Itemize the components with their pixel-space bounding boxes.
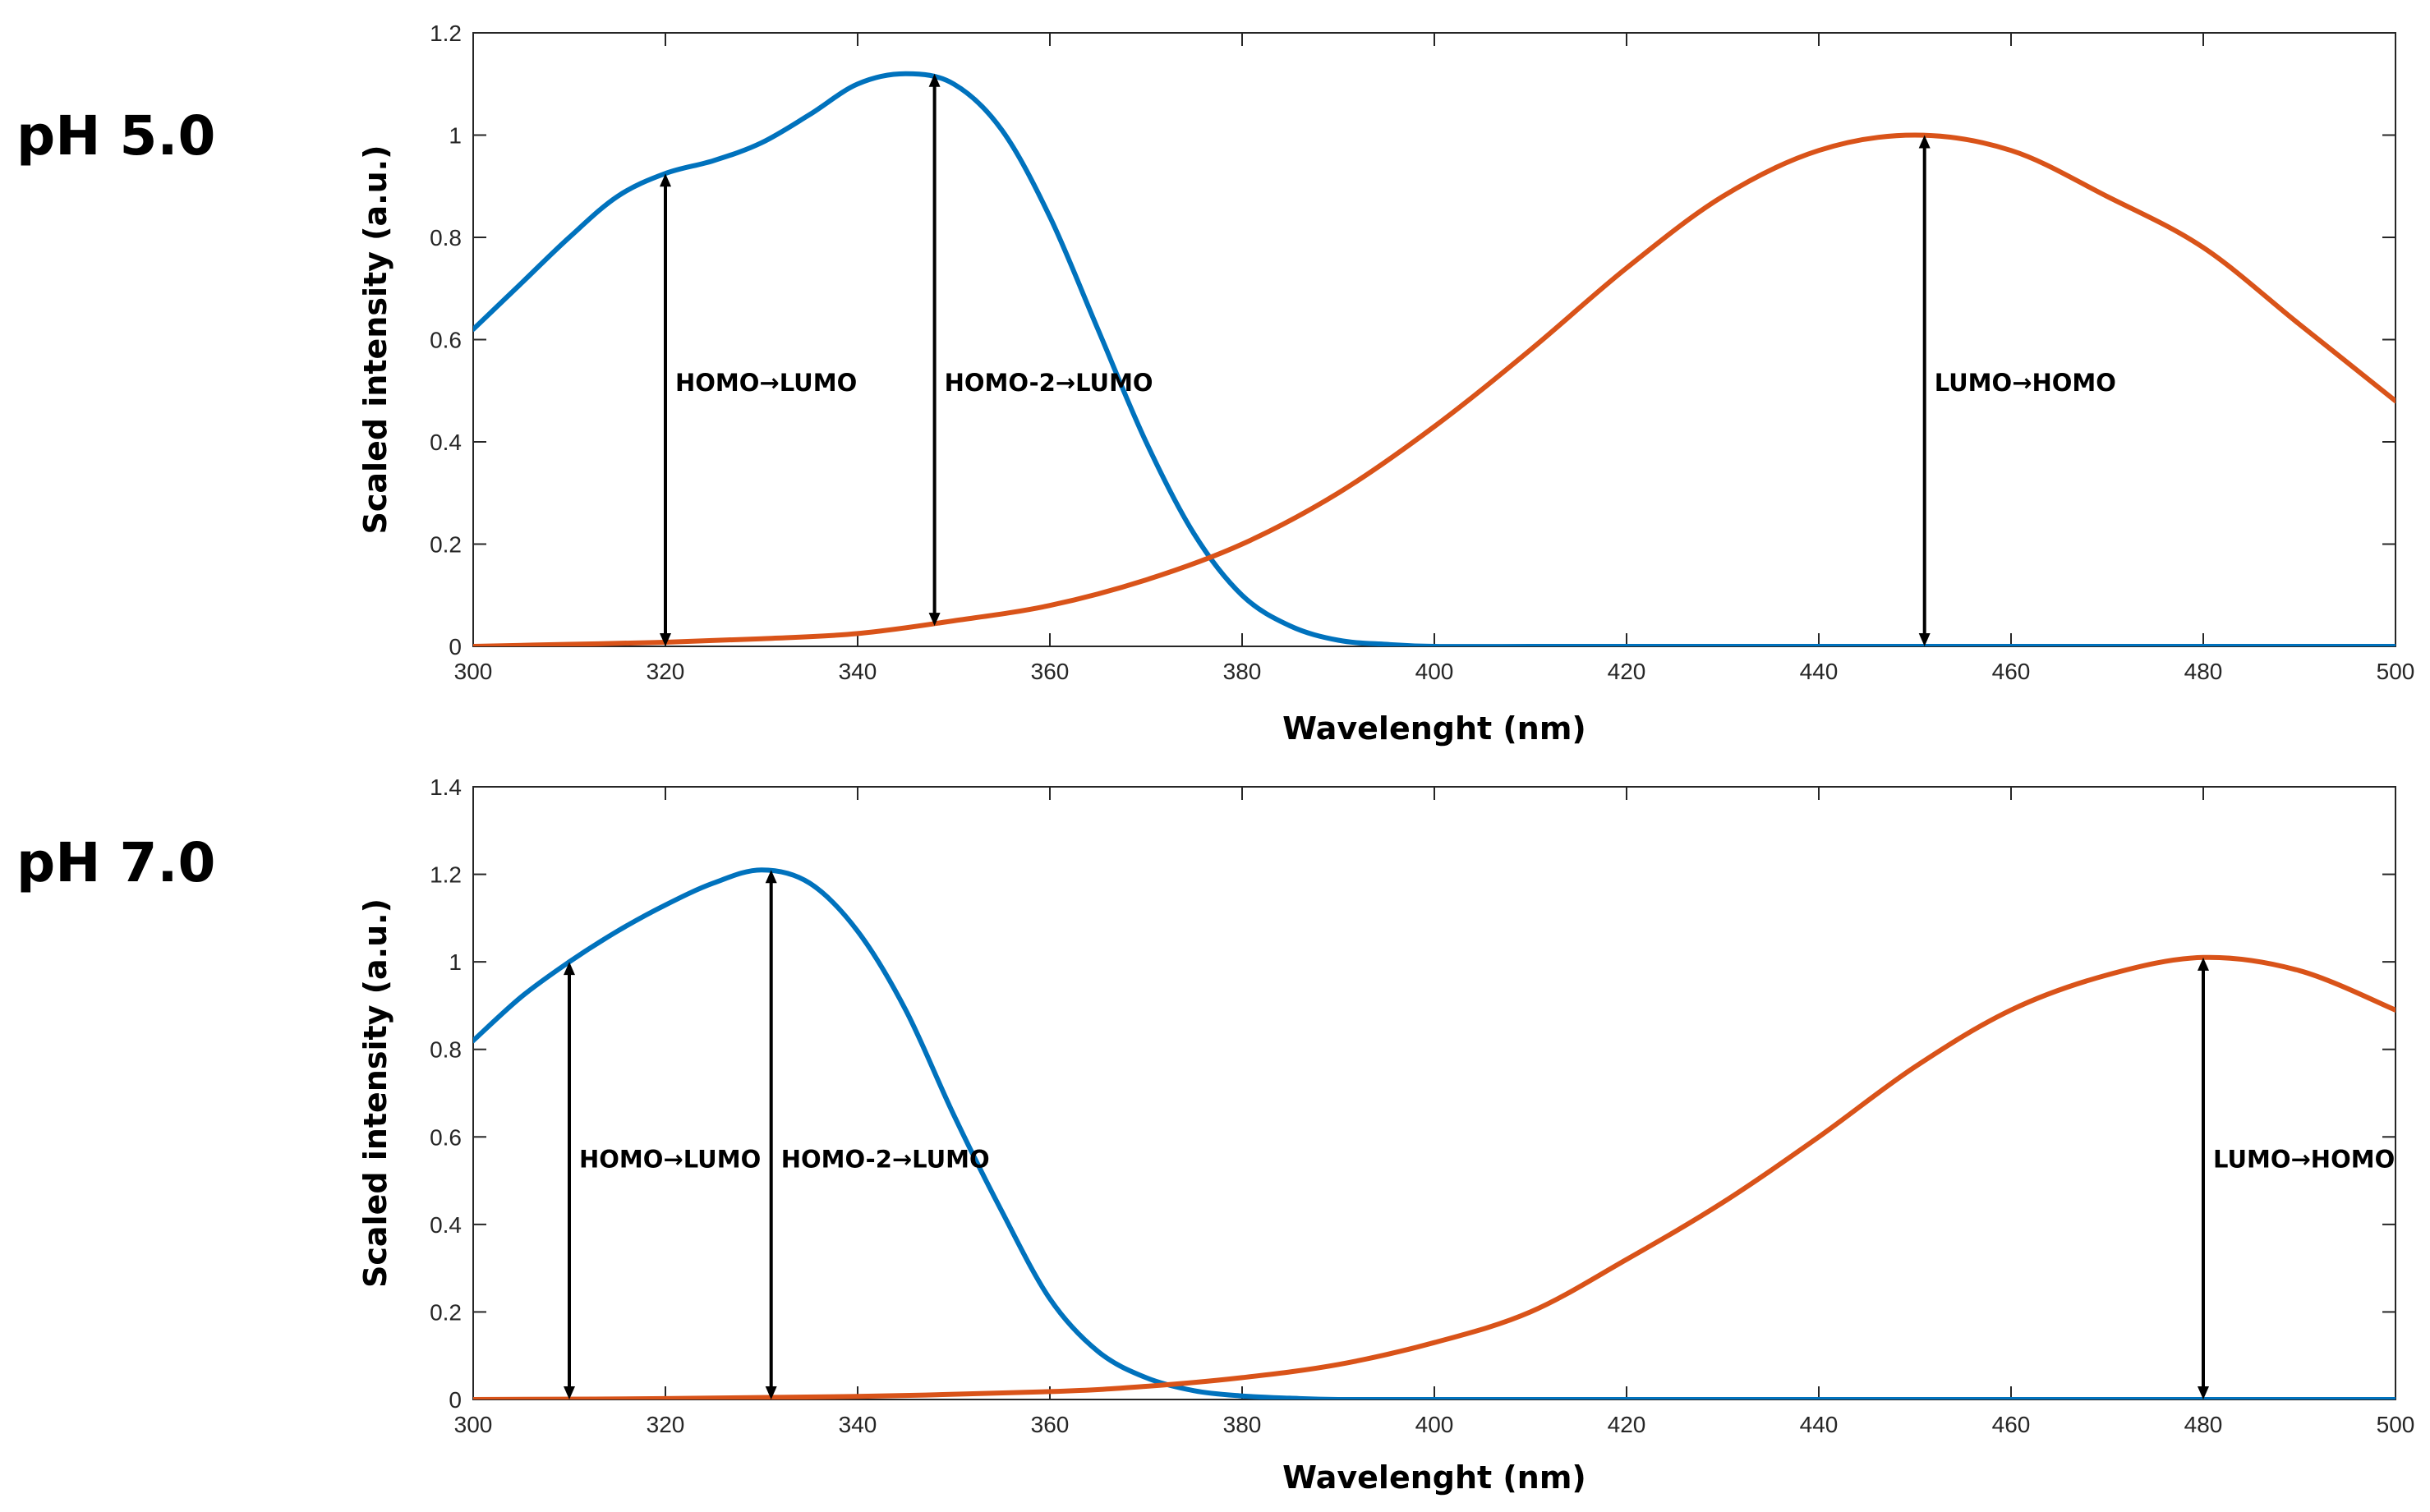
x-axis-title: Wavelenght (nm) xyxy=(1282,710,1586,747)
arrow-head-down xyxy=(660,633,671,646)
x-tick-label: 360 xyxy=(1031,659,1070,684)
transition-label: HOMO-2→LUMO xyxy=(945,369,1153,397)
x-tick-label: 380 xyxy=(1223,1412,1262,1437)
x-tick-label: 360 xyxy=(1031,1412,1070,1437)
y-tick-label: 0.2 xyxy=(430,532,462,558)
absorption-line xyxy=(473,71,2395,646)
arrow-head-up xyxy=(660,173,671,187)
x-tick-label: 480 xyxy=(2184,659,2223,684)
arrow-head-down xyxy=(2198,1386,2209,1399)
transition-label: HOMO→LUMO xyxy=(579,1146,761,1174)
series-group xyxy=(473,867,2395,1399)
x-tick-label: 320 xyxy=(647,659,685,684)
y-axis-title: Scaled intensity (a.u.) xyxy=(357,898,393,1288)
transition-label: HOMO-2→LUMO xyxy=(781,1146,990,1174)
y-tick-label: 0.2 xyxy=(430,1299,462,1325)
y-tick-label: 1.2 xyxy=(430,862,462,888)
axes-frame xyxy=(472,32,2396,647)
axes-frame xyxy=(472,786,2396,1400)
emission-line xyxy=(473,132,2395,646)
x-tick-label: 500 xyxy=(2377,659,2415,684)
x-tick-label: 460 xyxy=(1992,1412,2031,1437)
x-tick-label: 320 xyxy=(647,1412,685,1437)
y-tick-label: 1.4 xyxy=(430,774,462,800)
x-tick-label: 400 xyxy=(1415,659,1454,684)
series-group xyxy=(473,71,2395,646)
transition-label: LUMO→HOMO xyxy=(1935,369,2116,397)
x-tick-label: 340 xyxy=(839,1412,877,1437)
arrow-head-up xyxy=(765,870,777,884)
y-tick-label: 0.4 xyxy=(430,430,462,455)
x-tick-label: 420 xyxy=(1608,659,1646,684)
panel-label: pH 7.0 xyxy=(16,831,215,894)
x-tick-label: 340 xyxy=(839,659,877,684)
chart-panel-2: pH 7.0 300 320 340 360 380 400 420 440 460 480 500 0… xyxy=(16,774,2414,1496)
y-tick-label: 1.2 xyxy=(430,21,462,46)
y-axis-title: Scaled intensity (a.u.) xyxy=(357,145,393,535)
arrow-head-down xyxy=(928,613,941,627)
x-tick-label: 440 xyxy=(1800,1412,1839,1437)
y-tick-label: 0.4 xyxy=(430,1212,462,1238)
y-tick-label: 0 xyxy=(449,1387,462,1413)
x-tick-label: 300 xyxy=(454,1412,493,1437)
x-tick-label: 300 xyxy=(454,659,493,684)
y-tick-label: 0.8 xyxy=(430,225,462,250)
x-tick-label: 380 xyxy=(1223,659,1262,684)
transition-label: HOMO→LUMO xyxy=(675,369,857,397)
y-tick-label: 0.6 xyxy=(430,1124,462,1150)
arrow-head-up xyxy=(1918,135,1931,149)
x-axis-title: Wavelenght (nm) xyxy=(1282,1459,1586,1496)
x-tick-label: 460 xyxy=(1992,659,2031,684)
y-tick-label: 1 xyxy=(449,123,462,149)
x-tick-label: 400 xyxy=(1415,1412,1454,1437)
y-tick-label: 0.6 xyxy=(430,328,462,353)
arrow-head-up xyxy=(564,962,575,976)
y-tick-label: 0 xyxy=(449,634,462,659)
transition-label: LUMO→HOMO xyxy=(2213,1146,2395,1174)
arrow-head-down xyxy=(564,1386,575,1399)
chart-panel-1: pH 5.0 300 320 340 360 380 400 420 440 460 480 500 0… xyxy=(16,21,2414,747)
arrow-head-up xyxy=(928,73,941,87)
x-tick-label: 420 xyxy=(1608,1412,1646,1437)
x-tick-label: 480 xyxy=(2184,1412,2223,1437)
y-tick-label: 0.8 xyxy=(430,1037,462,1063)
y-tick-label: 1 xyxy=(449,949,462,975)
panel-label: pH 5.0 xyxy=(16,104,215,168)
x-tick-label: 440 xyxy=(1800,659,1839,684)
x-tick-label: 500 xyxy=(2377,1412,2415,1437)
absorption-line xyxy=(473,867,2395,1399)
emission-line xyxy=(473,954,2395,1399)
arrow-head-down xyxy=(765,1386,777,1399)
arrow-head-down xyxy=(1918,633,1931,646)
arrow-head-up xyxy=(2198,957,2209,971)
